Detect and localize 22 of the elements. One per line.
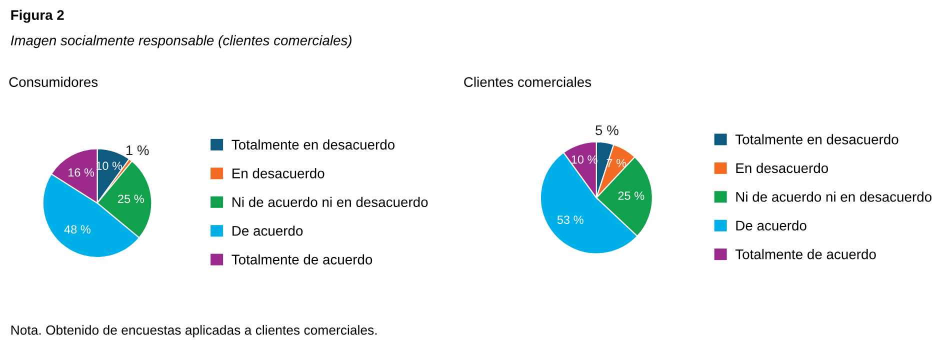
legend-label: En desacuerdo bbox=[736, 162, 828, 174]
legend-label: De acuerdo bbox=[232, 226, 303, 236]
text: Imagen socialmente responsable (clientes comerciales) bbox=[10, 35, 352, 48]
legend-label: Ni de acuerdo ni en desacuerdo bbox=[232, 196, 428, 208]
data-label: 48 % bbox=[64, 225, 90, 234]
chart-title: Clientes comerciales bbox=[464, 76, 592, 87]
legend-label: Totalmente de acuerdo bbox=[232, 254, 372, 264]
text: Figura 2 bbox=[11, 10, 64, 23]
legend-label: En desacuerdo bbox=[232, 168, 324, 178]
data-label: 5 % bbox=[596, 125, 618, 136]
chart-title: Consumidores bbox=[9, 76, 98, 87]
legend-label: Totalmente de acuerdo bbox=[735, 249, 876, 260]
legend-label: Ni de acuerdo ni en desacuerdo bbox=[736, 192, 932, 202]
data-label: 1 % bbox=[126, 145, 149, 156]
data-label: 25 % bbox=[618, 192, 644, 200]
text: Nota. Obtenido de encuestas aplicadas a clientes comerciales. bbox=[11, 325, 377, 338]
data-label: 53 % bbox=[557, 216, 584, 224]
legend-label: Totalmente en desacuerdo bbox=[735, 134, 898, 144]
legend-label: Totalmente en desacuerdo bbox=[232, 139, 395, 150]
data-label: 16 % bbox=[68, 168, 94, 177]
legend-label: De acuerdo bbox=[736, 220, 806, 231]
data-label: 25 % bbox=[118, 194, 144, 204]
